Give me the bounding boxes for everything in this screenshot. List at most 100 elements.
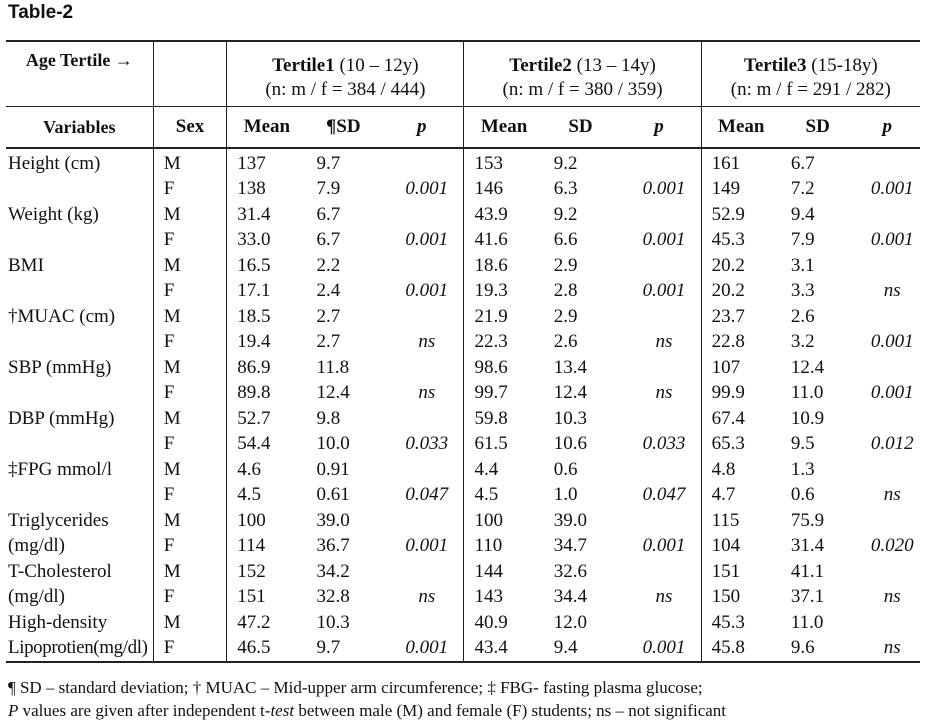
sex-cell: F (153, 227, 228, 253)
p-cell (380, 406, 465, 432)
p-cell: 0.012 (870, 433, 914, 455)
sex-cell: M (153, 304, 228, 330)
mean-cell: 4.6 (237, 458, 262, 480)
mean-cell: 23.7 (711, 305, 745, 327)
mean-cell: 138 (237, 178, 266, 200)
p-cell (380, 610, 465, 636)
sd-cell: 7.2 (790, 178, 815, 200)
mean-cell: 18.6 (474, 254, 508, 276)
sd-cell: 6.6 (553, 229, 578, 251)
variable-cell: Lipoprotien(mg/dl) (6, 635, 154, 663)
mean-cell: 4.8 (711, 458, 736, 480)
sex-cell: F (153, 482, 228, 508)
mean-cell: 107 (711, 356, 741, 378)
mean-cell: 45.3 (711, 611, 745, 633)
table-row: F 17.1 2.4 0.001 19.3 2.8 0.001 20.2 3.3 ns (6, 278, 920, 304)
mean-cell: 45.8 (701, 635, 781, 663)
mean-cell: 100 (474, 509, 503, 531)
mean-cell: 99.7 (474, 382, 508, 404)
mean-cell: 17.1 (237, 280, 271, 302)
sd-cell: 10.3 (316, 611, 350, 633)
tertile3-name: Tertile3 (743, 55, 807, 76)
sd-cell: 34.7 (553, 535, 587, 557)
footnote-abbreviations: ¶ SD – standard deviation; † MUAC – Mid-… (8, 678, 703, 697)
p-cell: ns (380, 584, 465, 610)
p-cell (380, 304, 465, 330)
sd-cell: 9.8 (316, 407, 341, 429)
sd-cell: 9.6 (780, 635, 855, 663)
table-row: F 33.0 6.7 0.001 41.6 6.6 0.001 45.3 7.9 0.001 (6, 227, 920, 253)
mean-cell: 4.5 (474, 484, 499, 506)
p-cell (617, 457, 702, 483)
table-row: Weight (kg) M 31.4 6.7 43.9 9.2 52.9 9.4 (6, 202, 920, 228)
table-row: F 19.4 2.7 ns 22.3 2.6 ns 22.8 3.2 0.001 (6, 329, 920, 355)
p-cell: 0.047 (617, 482, 702, 508)
sd-cell: 6.7 (790, 152, 815, 174)
variable-cell: T-Cholesterol (6, 559, 154, 585)
mean-cell: 146 (474, 178, 503, 200)
mean-cell: 52.7 (237, 407, 271, 429)
sex-cell: M (153, 508, 228, 534)
p-cell: 0.001 (617, 176, 702, 202)
mean-cell: 151 (711, 560, 741, 582)
mean-cell: 149 (711, 178, 741, 200)
mean-cell: 4.5 (237, 484, 262, 506)
sd-cell: 2.9 (553, 305, 578, 327)
p-cell (854, 148, 920, 177)
p-cell (380, 457, 465, 483)
sex-cell: M (153, 406, 228, 432)
sd-cell: 3.1 (790, 254, 815, 276)
footnote-p-symbol: P (8, 701, 19, 720)
mean-cell: 86.9 (237, 356, 271, 378)
sd-cell: 2.6 (553, 331, 578, 353)
sd-cell: 41.1 (790, 560, 825, 582)
table-row: (mg/dl) F 114 36.7 0.001 110 34.7 0.001 104 31.4 0… (6, 533, 920, 559)
p-cell: 0.033 (617, 431, 702, 457)
table-row: F 138 7.9 0.001 146 6.3 0.001 149 7.2 0.001 (6, 176, 920, 202)
p-cell (617, 148, 702, 177)
mean-cell: 43.4 (463, 635, 544, 663)
sex-cell: M (153, 457, 228, 483)
mean-cell: 4.4 (474, 458, 499, 480)
age-tertile-header: Age Tertile → (6, 40, 154, 78)
mean-cell: 143 (474, 586, 503, 608)
variable-cell (6, 482, 154, 508)
mean-cell: 114 (237, 535, 266, 557)
p-cell: 0.047 (380, 482, 465, 508)
mean-cell: 47.2 (237, 611, 271, 633)
mean-cell: 100 (237, 509, 266, 531)
p-cell: ns (883, 586, 901, 608)
sd-cell: 3.2 (790, 331, 815, 353)
sd-cell: 0.91 (316, 458, 350, 480)
variables-header: Variables (6, 106, 154, 149)
p-cell (380, 559, 465, 585)
sd-cell: 9.5 (790, 433, 815, 455)
sd-cell: 10.6 (553, 433, 587, 455)
blank-cell (6, 78, 154, 107)
p-cell: 0.001 (870, 178, 914, 200)
table-row: †MUAC (cm) M 18.5 2.7 21.9 2.9 23.7 2.6 (6, 304, 920, 330)
variable-cell: (mg/dl) (6, 533, 154, 559)
sex-cell: M (153, 610, 228, 636)
variable-cell (6, 431, 154, 457)
sex-cell: F (153, 431, 228, 457)
p-cell: 0.001 (870, 229, 914, 251)
sd-cell: 6.7 (316, 229, 341, 251)
p-cell (854, 202, 920, 228)
p-cell: 0.001 (617, 278, 702, 304)
mean-cell: 59.8 (474, 407, 508, 429)
mean-cell: 19.4 (237, 331, 271, 353)
sd-cell: 2.7 (316, 331, 341, 353)
p-cell (617, 304, 702, 330)
p-cell (617, 253, 702, 279)
col-header-p-t1: p (380, 106, 465, 149)
mean-cell: 151 (237, 586, 266, 608)
p-cell: ns (883, 280, 901, 302)
sd-cell: 0.6 (790, 484, 815, 506)
col-header-mean-t1: Mean (226, 106, 307, 149)
sd-cell: 3.3 (790, 280, 815, 302)
col-header-mean-t2: Mean (463, 106, 544, 149)
mean-cell: 65.3 (711, 433, 745, 455)
sd-cell: 32.6 (553, 560, 587, 582)
sex-cell: F (153, 176, 228, 202)
